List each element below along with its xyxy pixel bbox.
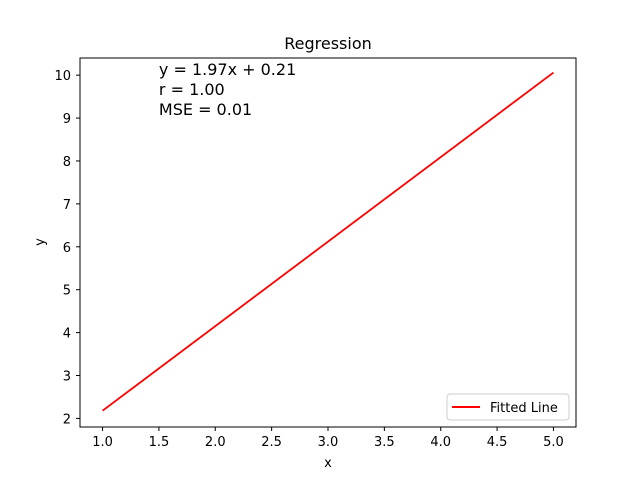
- y-tick-label: 9: [63, 112, 71, 127]
- x-tick-label: 3.5: [374, 435, 395, 450]
- x-tick-label: 5.0: [543, 435, 564, 450]
- y-tick-label: 3: [63, 370, 71, 385]
- legend-label: Fitted Line: [490, 401, 558, 416]
- plot-area: 1.0 1.5 2.0 2.5 3.0 3.5 4.0 4.5 5.0 2 3 4 5 6 7 8 9 10 y…: [54, 57, 577, 450]
- x-tick-label: 2.0: [205, 435, 226, 450]
- y-axis-label: y: [33, 238, 48, 246]
- series-line-fitted-line: [102, 71, 554, 412]
- annotation-text: r = 1.00: [159, 80, 225, 99]
- y-tick-label: 7: [63, 198, 71, 213]
- y-tick-label: 2: [63, 412, 71, 427]
- chart-title: Regression: [284, 34, 372, 53]
- y-axis: 2 3 4 5 6 7 8 9 10: [54, 69, 80, 427]
- y-tick-label: 10: [54, 69, 71, 84]
- series-layer: [102, 71, 554, 412]
- legend-box: [446, 393, 570, 421]
- y-tick-label: 4: [63, 327, 71, 342]
- x-axis: 1.0 1.5 2.0 2.5 3.0 3.5 4.0 4.5 5.0: [92, 427, 564, 450]
- x-tick-label: 2.5: [261, 435, 282, 450]
- x-tick-label: 3.0: [318, 435, 339, 450]
- y-tick-label: 5: [63, 284, 71, 299]
- x-tick-label: 1.0: [92, 435, 113, 450]
- y-tick-label: 6: [63, 241, 71, 256]
- x-tick-label: 1.5: [149, 435, 170, 450]
- legend: Fitted Line: [446, 393, 570, 421]
- x-tick-label: 4.5: [487, 435, 508, 450]
- x-tick-label: 4.0: [430, 435, 451, 450]
- x-axis-label: x: [324, 456, 332, 471]
- annotation-text: MSE = 0.01: [159, 100, 252, 119]
- annotation-text: y = 1.97x + 0.21: [159, 60, 296, 79]
- y-tick-label: 8: [63, 155, 71, 170]
